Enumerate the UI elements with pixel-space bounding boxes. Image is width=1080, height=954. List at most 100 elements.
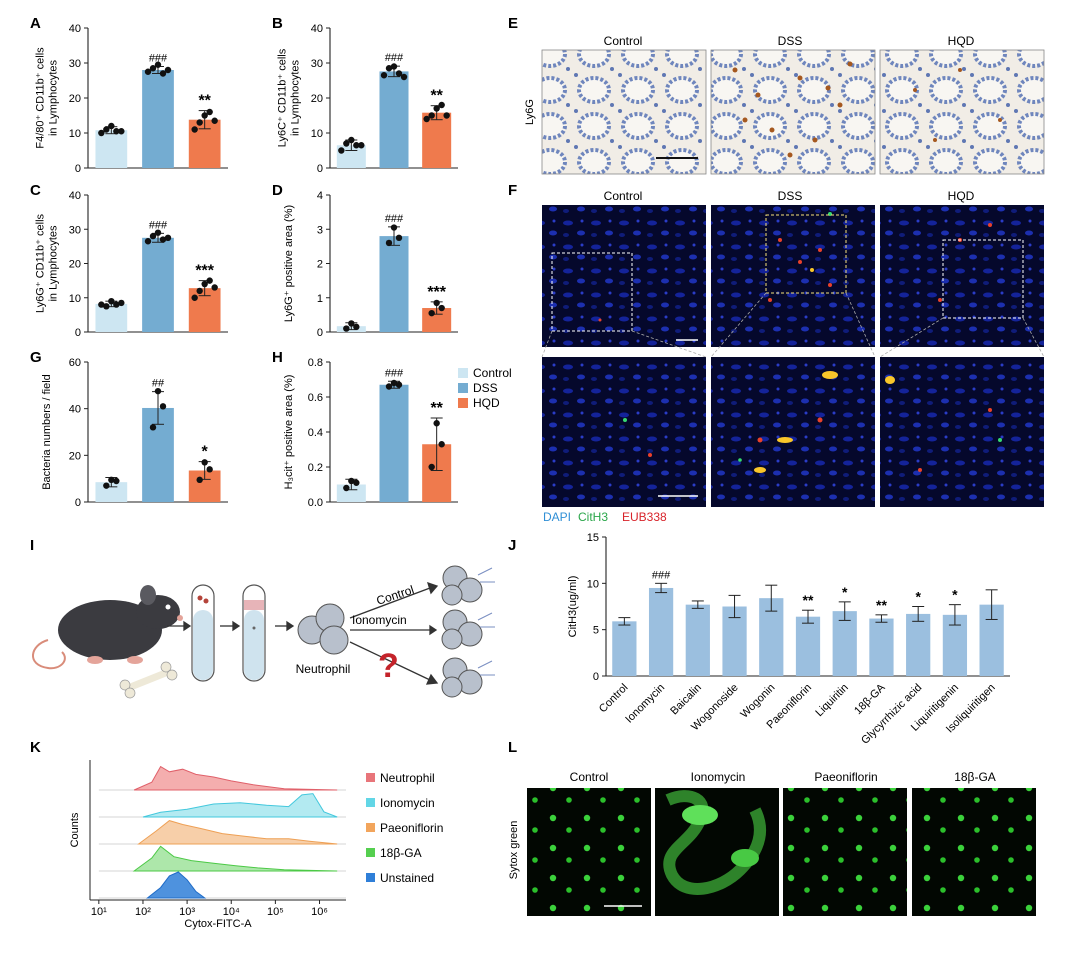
data-point xyxy=(144,68,152,75)
legend-label-dss: DSS xyxy=(473,381,498,395)
data-point xyxy=(103,303,110,310)
data-point xyxy=(395,234,403,242)
data-point xyxy=(201,112,208,119)
data-point xyxy=(164,234,172,242)
bar xyxy=(869,618,894,676)
test-tube-2 xyxy=(242,584,266,682)
y-axis-label: in Lymphocytes xyxy=(48,59,60,136)
data-point xyxy=(118,299,125,307)
data-point xyxy=(211,284,218,291)
panel-k: Counts Cytox-FITC-A 10¹ 10² 10³ 10⁴ 10⁵ 10⁶ xyxy=(69,760,346,930)
y-axis-label: Bacteria numbers / field xyxy=(41,374,53,490)
sytox-image-paeoniflorin xyxy=(783,788,907,916)
y-tick-label: 2 xyxy=(317,259,323,271)
data-point xyxy=(353,142,360,149)
y-tick-label: 0.4 xyxy=(308,427,323,439)
significance-label: ### xyxy=(385,213,404,225)
data-point xyxy=(343,484,350,492)
bar xyxy=(685,604,710,676)
bar xyxy=(95,130,128,168)
data-point xyxy=(348,320,355,327)
y-tick-label: 4 xyxy=(317,190,323,202)
significance-label: ** xyxy=(430,400,443,417)
y-tick-label: 10 xyxy=(587,578,599,590)
y-axis-label: F4/80⁺ CD11b⁺ cells xyxy=(35,47,47,149)
data-point xyxy=(385,239,393,247)
chart-b: 0 10 20 30 40 Ly6C⁺ CD11b⁺ cells in Lymphocyte… xyxy=(277,23,458,175)
y-tick-label: 30 xyxy=(69,58,81,70)
y-tick-label: 0 xyxy=(317,163,323,175)
y-tick-label: 20 xyxy=(311,93,323,105)
net-cell-3 xyxy=(441,657,495,698)
bar xyxy=(95,303,128,332)
data-point xyxy=(196,476,203,484)
data-point xyxy=(113,128,120,135)
panel-label-j: J xyxy=(508,537,516,554)
data-point xyxy=(191,126,198,133)
bar xyxy=(379,236,409,332)
fluo-yellow-signal xyxy=(754,268,895,473)
bar xyxy=(906,613,931,676)
data-point xyxy=(390,224,398,231)
data-point xyxy=(159,236,167,243)
x-tick-label: 10¹ xyxy=(91,906,107,918)
y-axis-label: H₃cit⁺ positive area (%) xyxy=(283,375,295,490)
data-point xyxy=(395,381,403,388)
panel-i: Neutrophil Control Ionomycin ? xyxy=(32,565,495,699)
question-mark: ? xyxy=(378,647,399,685)
data-point xyxy=(390,63,398,70)
data-point xyxy=(149,424,157,431)
chart-d: 0 1 2 3 4 Ly6G⁺ positive area (%) ### *** xyxy=(283,190,458,339)
chart-j: 0 5 10 15 CitH3(ug/ml) Control ### Ionomycin Bai… xyxy=(567,532,1010,747)
data-point xyxy=(149,232,157,240)
data-point xyxy=(144,238,152,245)
data-point xyxy=(201,459,208,466)
data-point xyxy=(385,383,393,390)
legend-k-swatch-ga xyxy=(366,848,375,857)
y-tick-label: 15 xyxy=(587,532,599,544)
legend-k-ionomycin: Ionomycin xyxy=(380,796,435,810)
panel-label-f: F xyxy=(508,182,517,199)
y-axis-label: in Lymphocytes xyxy=(290,59,302,136)
data-point xyxy=(438,101,445,109)
panel-l: Sytox green Control Ionomycin Paeoniflor… xyxy=(508,770,1036,916)
significance-label: ** xyxy=(198,93,211,110)
data-point xyxy=(206,277,213,284)
data-point xyxy=(353,479,360,486)
panel-label-c: C xyxy=(30,182,41,199)
fluo-bottom-control xyxy=(542,357,706,507)
y-tick-label: 40 xyxy=(69,404,81,416)
y-tick-label: 20 xyxy=(69,259,81,271)
y-axis-label: Counts xyxy=(69,812,81,847)
data-point xyxy=(191,294,198,301)
data-point xyxy=(108,476,115,484)
bar xyxy=(832,611,857,676)
histogram-series xyxy=(142,793,338,818)
y-tick-label: 20 xyxy=(69,450,81,462)
significance-label: * xyxy=(915,589,921,605)
significance-label: ### xyxy=(385,52,404,64)
panel-f-title-control: Control xyxy=(604,189,643,203)
fluo-top-dss xyxy=(711,205,875,347)
legend-swatch-control xyxy=(458,368,468,378)
neutrophil-label: Neutrophil xyxy=(296,662,351,676)
sytox-image-control xyxy=(527,788,651,916)
data-point xyxy=(395,70,403,77)
fluo-top-control xyxy=(542,205,706,347)
panel-f-title-dss: DSS xyxy=(778,189,803,203)
histogram-series xyxy=(132,845,338,872)
fluo-bottom-dss xyxy=(711,357,875,507)
panel-label-i: I xyxy=(30,537,34,554)
x-tick-label: 10³ xyxy=(179,906,195,918)
data-point xyxy=(164,66,172,74)
x-tick-label: Ionomycin xyxy=(623,682,667,726)
net-green-structures xyxy=(663,790,766,895)
legend-k-swatch-ionomycin xyxy=(366,798,375,807)
ihc-image-control xyxy=(541,49,707,175)
legend-cith3: CitH3 xyxy=(578,510,608,524)
data-point xyxy=(348,477,355,485)
legend-k: Neutrophil Ionomycin Paeoniflorin 18β-GA… xyxy=(366,771,443,885)
data-point xyxy=(113,301,120,308)
x-tick-label: Liquiritin xyxy=(813,682,850,719)
neutrophil-icon xyxy=(297,603,349,655)
